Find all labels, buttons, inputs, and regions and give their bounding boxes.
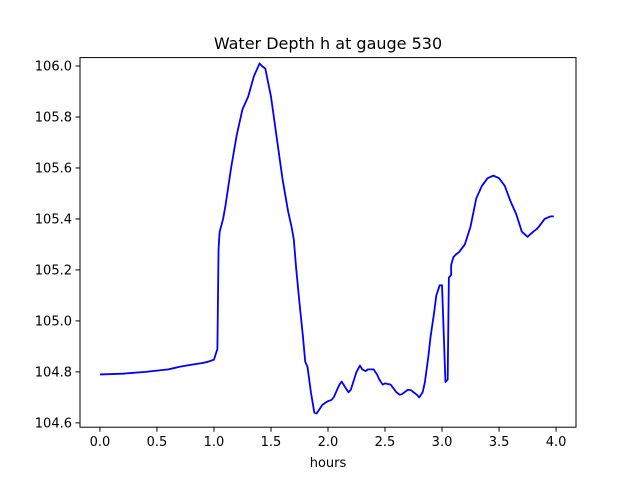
x-tick-label: 1.5 xyxy=(261,435,282,450)
x-tick-label: 1.0 xyxy=(204,435,225,450)
chart-title: Water Depth h at gauge 530 xyxy=(214,34,442,53)
x-tick-label: 2.0 xyxy=(318,435,339,450)
y-tick-label: 105.6 xyxy=(35,161,72,176)
plot-layer xyxy=(99,62,554,415)
y-tick-label: 106.0 xyxy=(35,60,72,75)
x-tick-label: 0.0 xyxy=(90,435,111,450)
x-tick-label: 2.5 xyxy=(375,435,396,450)
y-tick-label: 105.8 xyxy=(35,110,72,125)
series-line-0 xyxy=(99,62,554,415)
y-tick-label: 105.0 xyxy=(35,314,72,329)
x-tick-label: 4.0 xyxy=(546,435,567,450)
x-tick-label: 3.0 xyxy=(432,435,453,450)
y-tick-label: 105.4 xyxy=(35,212,72,227)
y-tick-label: 105.2 xyxy=(35,263,72,278)
x-tick-label: 0.5 xyxy=(147,435,168,450)
x-tick-label: 3.5 xyxy=(489,435,510,450)
axis-ticks: 0.0 0.5 1.0 1.5 2.0 2.5 3.0 3.5 4.0 104.6 104.8 105… xyxy=(35,60,567,451)
y-tick-label: 104.6 xyxy=(35,416,72,431)
y-tick-label: 104.8 xyxy=(35,365,72,380)
x-axis-label: hours xyxy=(310,456,347,471)
